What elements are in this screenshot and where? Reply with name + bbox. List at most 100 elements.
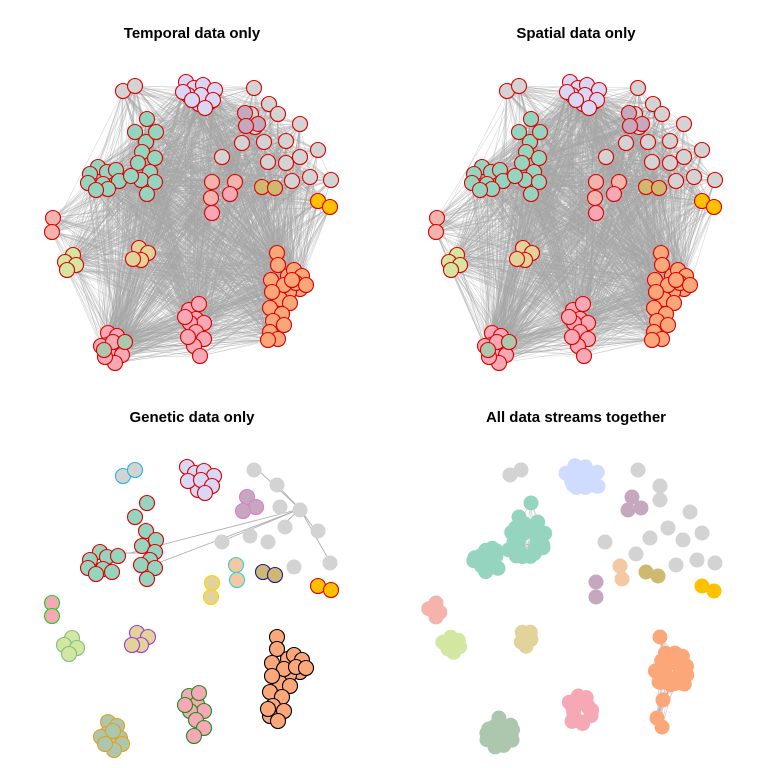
network-edge xyxy=(114,81,187,364)
network-node xyxy=(146,149,164,167)
network-edge xyxy=(134,85,184,93)
network-node xyxy=(58,261,76,279)
network-edge xyxy=(187,94,274,322)
network-edge xyxy=(149,161,269,173)
network-node xyxy=(237,117,255,135)
network-edge xyxy=(121,90,124,356)
network-edge xyxy=(277,123,301,266)
network-edge xyxy=(299,156,303,277)
network-node xyxy=(506,167,524,185)
network-edge xyxy=(103,94,189,351)
network-edge xyxy=(198,103,295,271)
network-edge xyxy=(191,99,271,333)
network-node xyxy=(586,189,604,207)
network-edge xyxy=(124,81,187,343)
network-node xyxy=(575,347,593,365)
network-node xyxy=(60,645,78,663)
network-edge xyxy=(103,89,216,351)
network-edge xyxy=(114,84,204,364)
network-edge xyxy=(146,118,295,271)
network-edge xyxy=(66,99,193,271)
network-edge xyxy=(204,107,269,163)
network-edge xyxy=(193,113,279,347)
network-edge xyxy=(140,125,247,181)
network-edge xyxy=(134,85,272,281)
network-edge xyxy=(103,162,287,351)
network-edge xyxy=(138,91,184,249)
network-edge xyxy=(147,179,332,254)
network-node xyxy=(43,223,61,241)
network-node xyxy=(471,181,489,199)
network-edge xyxy=(198,126,256,305)
network-edge xyxy=(106,162,287,346)
network-edge xyxy=(141,151,271,333)
network-edge xyxy=(154,157,293,281)
network-node xyxy=(132,556,150,574)
network-edge xyxy=(103,176,311,351)
network-edge xyxy=(134,131,319,202)
network-edge xyxy=(221,156,293,182)
network-node xyxy=(259,153,277,171)
network-edge xyxy=(276,180,293,254)
network-edge xyxy=(146,99,193,120)
network-edge xyxy=(119,101,211,350)
network-node xyxy=(190,684,208,702)
network-edge xyxy=(104,99,214,358)
network-edge xyxy=(204,107,223,158)
network-edge xyxy=(299,156,307,286)
network-edge xyxy=(195,176,311,320)
network-edge xyxy=(52,94,189,219)
network-edge xyxy=(214,89,295,271)
network-edge xyxy=(154,181,191,324)
network-edge xyxy=(299,123,311,178)
network-edge xyxy=(214,89,279,266)
network-node xyxy=(629,79,647,97)
network-node xyxy=(213,148,231,166)
network-edge xyxy=(155,131,212,199)
network-edge xyxy=(184,142,243,318)
network-node xyxy=(176,308,194,326)
network-edge xyxy=(189,107,206,324)
network-edge xyxy=(114,162,287,364)
network-edge xyxy=(97,99,193,168)
network-edge xyxy=(124,141,265,343)
network-edge xyxy=(137,162,283,315)
network-edge xyxy=(155,131,213,183)
network-node xyxy=(269,477,285,493)
network-edge xyxy=(154,157,276,189)
network-node xyxy=(233,134,251,152)
network-edge xyxy=(52,81,187,219)
network-edge xyxy=(134,85,287,164)
network-node xyxy=(43,607,61,625)
network-edge xyxy=(132,107,206,260)
network-edge xyxy=(134,85,205,340)
network-edge xyxy=(141,123,301,153)
network-edge xyxy=(122,90,212,199)
network-edge xyxy=(75,179,142,266)
network-node xyxy=(621,117,639,135)
network-node xyxy=(661,132,679,150)
network-node xyxy=(277,154,295,172)
network-edge xyxy=(114,176,311,364)
network-edge xyxy=(104,103,200,358)
network-edge xyxy=(244,112,297,284)
network-edge xyxy=(221,156,278,254)
network-edge xyxy=(145,141,271,309)
network-edge xyxy=(250,113,272,281)
network-edge xyxy=(212,99,236,183)
network-edge xyxy=(211,161,269,183)
network-edge xyxy=(112,84,204,343)
network-edge xyxy=(141,142,243,153)
network-edge xyxy=(104,176,311,358)
network-edge xyxy=(155,131,283,315)
network-edge xyxy=(187,94,197,333)
network-edge xyxy=(214,89,331,208)
network-edge xyxy=(114,126,256,364)
network-node xyxy=(681,276,699,294)
network-edge xyxy=(107,99,193,334)
network-panel-spatial xyxy=(427,73,724,372)
network-edge xyxy=(191,99,231,195)
network-edge xyxy=(254,126,272,281)
network-edge xyxy=(155,131,197,320)
network-edge xyxy=(187,94,197,320)
